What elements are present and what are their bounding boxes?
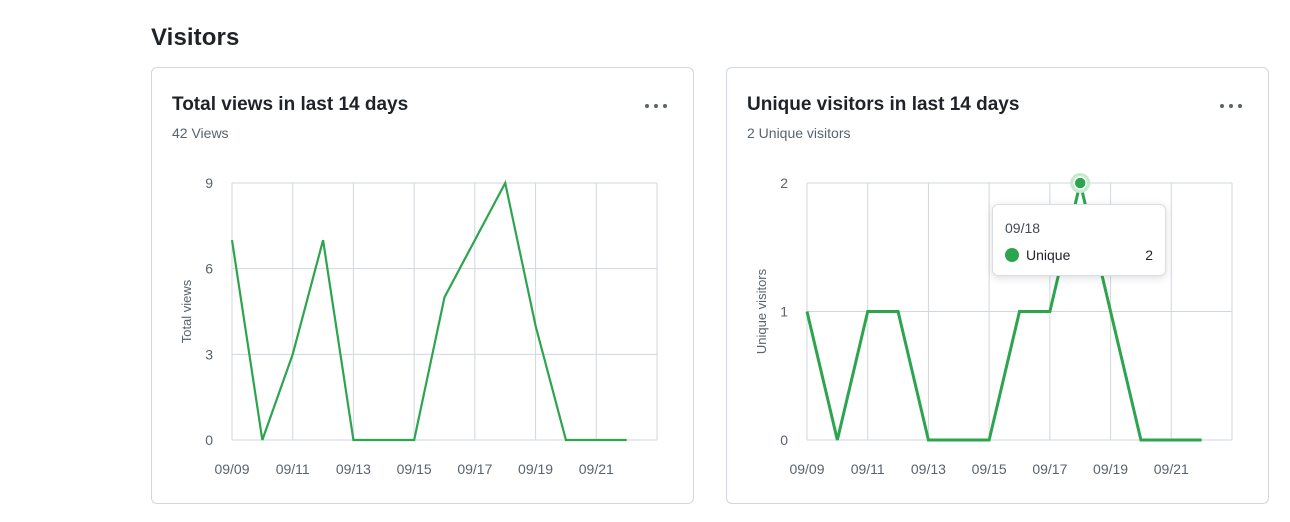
card-title: Unique visitors in last 14 days <box>747 94 1020 115</box>
y-tick-label: 2 <box>780 175 788 191</box>
more-options-button[interactable] <box>1216 96 1246 116</box>
series-line <box>805 182 1202 442</box>
series-line <box>230 179 627 442</box>
x-tick-label: 09/13 <box>336 461 371 477</box>
card-title: Total views in last 14 days <box>172 94 409 115</box>
x-tick-label: 09/19 <box>518 461 553 477</box>
y-axis-title: Unique visitors <box>754 268 769 354</box>
total-views-chart: 0 3 6 9 09/09 09/11 09/13 09/15 09/17 09/19 09/21 T… <box>179 175 658 477</box>
y-tick-label: 3 <box>205 346 213 362</box>
x-tick-label: 09/17 <box>457 461 492 477</box>
series-dot-icon <box>1005 248 1019 262</box>
kebab-horizontal-icon <box>1220 104 1242 108</box>
x-tick-label: 09/11 <box>851 461 885 477</box>
card-subtitle: 42 Views <box>172 125 229 141</box>
y-tick-label: 0 <box>205 432 213 448</box>
tooltip-row: Unique 2 <box>1005 247 1153 263</box>
kebab-horizontal-icon <box>645 104 667 108</box>
x-tick-label: 09/21 <box>1154 461 1189 477</box>
x-tick-label: 09/15 <box>397 461 432 477</box>
y-tick-label: 9 <box>205 175 213 191</box>
total-views-card: Total views in last 14 days 42 Views 0 3 6… <box>151 67 694 504</box>
more-options-button[interactable] <box>641 96 671 116</box>
tooltip-date: 09/18 <box>1005 220 1041 236</box>
x-tick-label: 09/09 <box>214 461 249 477</box>
y-tick-label: 6 <box>205 261 213 277</box>
chart-tooltip: 09/18 Unique 2 <box>992 204 1166 276</box>
x-tick-label: 09/15 <box>972 461 1007 477</box>
tooltip-value: 2 <box>1145 247 1153 263</box>
x-tick-label: 09/11 <box>276 461 310 477</box>
unique-visitors-chart: 0 1 2 09/09 09/11 09/13 09/15 09/17 09/19 09/21 Un… <box>754 173 1233 477</box>
highlight-marker[interactable] <box>1073 176 1087 190</box>
y-axis-title: Total views <box>179 279 194 343</box>
unique-visitors-card: Unique visitors in last 14 days 2 Unique… <box>726 67 1269 504</box>
y-tick-label: 0 <box>780 432 788 448</box>
x-tick-label: 09/09 <box>789 461 824 477</box>
card-subtitle: 2 Unique visitors <box>747 125 851 141</box>
x-tick-label: 09/17 <box>1032 461 1067 477</box>
y-tick-label: 1 <box>780 304 788 320</box>
x-tick-label: 09/21 <box>579 461 614 477</box>
x-tick-label: 09/19 <box>1093 461 1128 477</box>
tooltip-series-label: Unique <box>1026 247 1071 263</box>
x-tick-label: 09/13 <box>911 461 946 477</box>
section-title: Visitors <box>151 24 240 51</box>
